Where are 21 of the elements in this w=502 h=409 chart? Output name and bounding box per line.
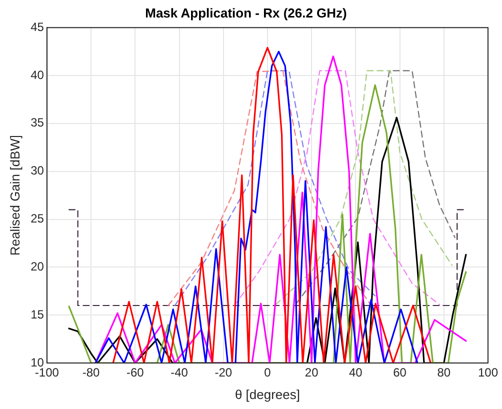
y-tick-label: 30 [30,164,44,178]
y-tick-label: 45 [30,20,44,34]
x-tick-label: -40 [170,366,188,380]
x-tick-label: 60 [393,366,407,380]
y-tick-label: 15 [30,307,44,322]
x-tick-label: 40 [349,366,363,380]
y-tick-label: 20 [30,259,44,274]
x-tick-label: -80 [82,366,100,380]
y-tick-label: 35 [30,116,44,130]
chart-title: Mask Application - Rx (26.2 GHz) [145,5,347,20]
y-axis-title: Realised Gain [dBW] [7,134,22,256]
y-tick-label: 25 [30,212,44,226]
y-tick-label: 40 [30,68,44,82]
x-tick-label: -20 [214,366,232,380]
x-tick-label: 80 [437,366,451,380]
line-series [234,70,440,306]
x-axis-title: θ [degrees] [234,386,300,402]
x-tick-label: -60 [126,366,144,380]
x-tick-label: 20 [304,366,319,380]
x-tick-label: 0 [264,366,272,380]
x-tick-label: 100 [478,366,498,380]
